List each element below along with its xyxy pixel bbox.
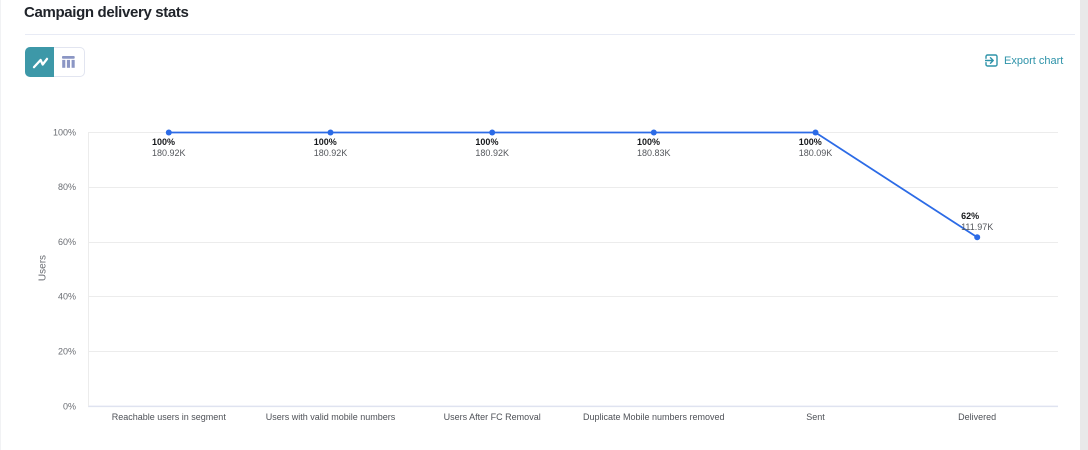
svg-text:Duplicate Mobile numbers remov: Duplicate Mobile numbers removed xyxy=(583,412,725,422)
svg-text:40%: 40% xyxy=(58,292,76,302)
svg-text:100%: 100% xyxy=(53,127,76,137)
svg-text:Reachable users in segment: Reachable users in segment xyxy=(112,412,227,422)
svg-text:20%: 20% xyxy=(58,347,76,357)
svg-text:Users After FC Removal: Users After FC Removal xyxy=(444,412,541,422)
svg-text:Delivered: Delivered xyxy=(958,412,996,422)
svg-text:0%: 0% xyxy=(63,401,76,411)
svg-text:60%: 60% xyxy=(58,237,76,247)
svg-text:Users: Users xyxy=(38,255,49,281)
svg-text:80%: 80% xyxy=(58,182,76,192)
svg-text:Sent: Sent xyxy=(806,412,825,422)
svg-text:Users with valid mobile number: Users with valid mobile numbers xyxy=(266,412,396,422)
